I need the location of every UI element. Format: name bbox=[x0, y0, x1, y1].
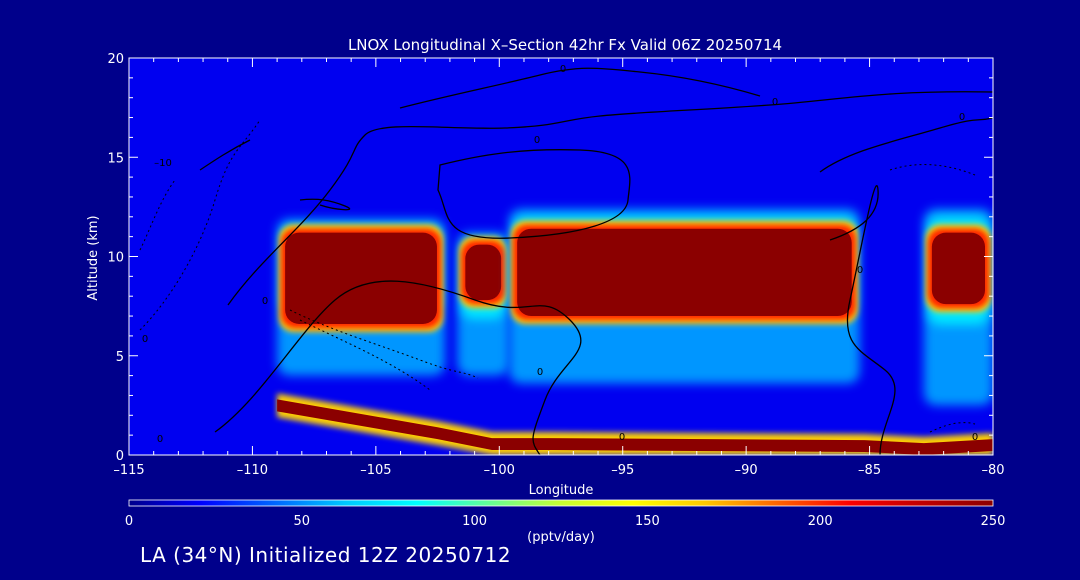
plume-4 bbox=[923, 208, 993, 406]
contour-dotted-1 bbox=[139, 119, 261, 331]
x-axis: –115 –110 –105 –100 –95 –90 –85 –80 bbox=[113, 58, 1005, 478]
contour-label: –10 bbox=[154, 158, 172, 169]
contour-label: 0 bbox=[157, 434, 163, 445]
plume-core bbox=[285, 232, 437, 324]
colorbar-tick-label: 100 bbox=[462, 514, 487, 529]
colorbar: 0 50 100 150 200 250 (pptv/day) bbox=[125, 499, 1006, 545]
contour-label: 0 bbox=[534, 135, 540, 146]
contour-layer: 0 0 0 0 0 0 0 0 0 0 –10 0 bbox=[139, 64, 993, 455]
y-tick-label: 20 bbox=[107, 52, 124, 67]
x-tick-label: –80 bbox=[981, 463, 1004, 478]
contour-dotted-2 bbox=[289, 309, 479, 379]
plume-3 bbox=[509, 208, 860, 384]
y-tick-label: 5 bbox=[116, 350, 124, 365]
y-tick-label: 10 bbox=[107, 251, 124, 266]
contour-line-3 bbox=[399, 67, 761, 109]
colorbar-strip bbox=[128, 499, 994, 507]
colorbar-label: (pptv/day) bbox=[527, 530, 595, 545]
contour-label: 0 bbox=[857, 265, 863, 276]
x-axis-label: Longitude bbox=[529, 483, 594, 498]
plume-core bbox=[931, 232, 985, 305]
contour-label: 0 bbox=[619, 432, 625, 443]
contour-label: 0 bbox=[972, 432, 978, 443]
contour-line-6 bbox=[829, 185, 896, 455]
contour-line-7 bbox=[299, 198, 351, 211]
x-tick-label: –105 bbox=[360, 463, 391, 478]
chart-title: LNOX Longitudinal X–Section 42hr Fx Vali… bbox=[348, 36, 782, 54]
plume-core bbox=[517, 228, 852, 317]
colorbar-tick-label: 150 bbox=[635, 514, 660, 529]
x-tick-label: –100 bbox=[484, 463, 515, 478]
contour-line-8 bbox=[199, 139, 251, 171]
x-tick-label: –85 bbox=[858, 463, 881, 478]
contour-line-5 bbox=[819, 117, 993, 173]
contour-label: 0 bbox=[560, 64, 566, 75]
colorbar-tick-label: 250 bbox=[981, 514, 1006, 529]
y-axis-label: Altitude (km) bbox=[86, 215, 101, 300]
surface-band-core bbox=[277, 399, 993, 455]
x-tick-label: –95 bbox=[611, 463, 634, 478]
colorbar-tick-label: 50 bbox=[294, 514, 311, 529]
y-tick-label: 15 bbox=[107, 151, 124, 166]
plume-1 bbox=[277, 218, 445, 376]
y-tick-label: 0 bbox=[116, 449, 124, 464]
contour-label: 0 bbox=[262, 296, 268, 307]
heatmap-layer bbox=[277, 208, 993, 455]
contour-label: 0 bbox=[959, 112, 965, 123]
colorbar-tick-label: 200 bbox=[808, 514, 833, 529]
y-axis: 0 5 10 15 20 bbox=[107, 52, 993, 464]
contour-dotted-3 bbox=[299, 319, 431, 391]
contour-label: 0 bbox=[537, 367, 543, 378]
x-tick-label: –90 bbox=[735, 463, 758, 478]
contour-line-4 bbox=[437, 149, 631, 239]
contour-line-1 bbox=[214, 280, 582, 455]
footer-caption: LA (34°N) Initialized 12Z 20250712 bbox=[140, 543, 512, 567]
contour-label: 0 bbox=[772, 97, 778, 108]
x-tick-label: –115 bbox=[113, 463, 144, 478]
contour-dotted-5 bbox=[139, 179, 176, 251]
colorbar-ticks: 0 50 100 150 200 250 bbox=[125, 514, 1006, 529]
x-tick-label: –110 bbox=[237, 463, 268, 478]
colorbar-tick-label: 0 bbox=[125, 514, 133, 529]
plume-2 bbox=[457, 232, 510, 376]
surface-band bbox=[277, 393, 993, 455]
contour-label: 0 bbox=[142, 334, 148, 345]
plume-core bbox=[465, 244, 502, 301]
contour-line-2 bbox=[227, 91, 993, 306]
